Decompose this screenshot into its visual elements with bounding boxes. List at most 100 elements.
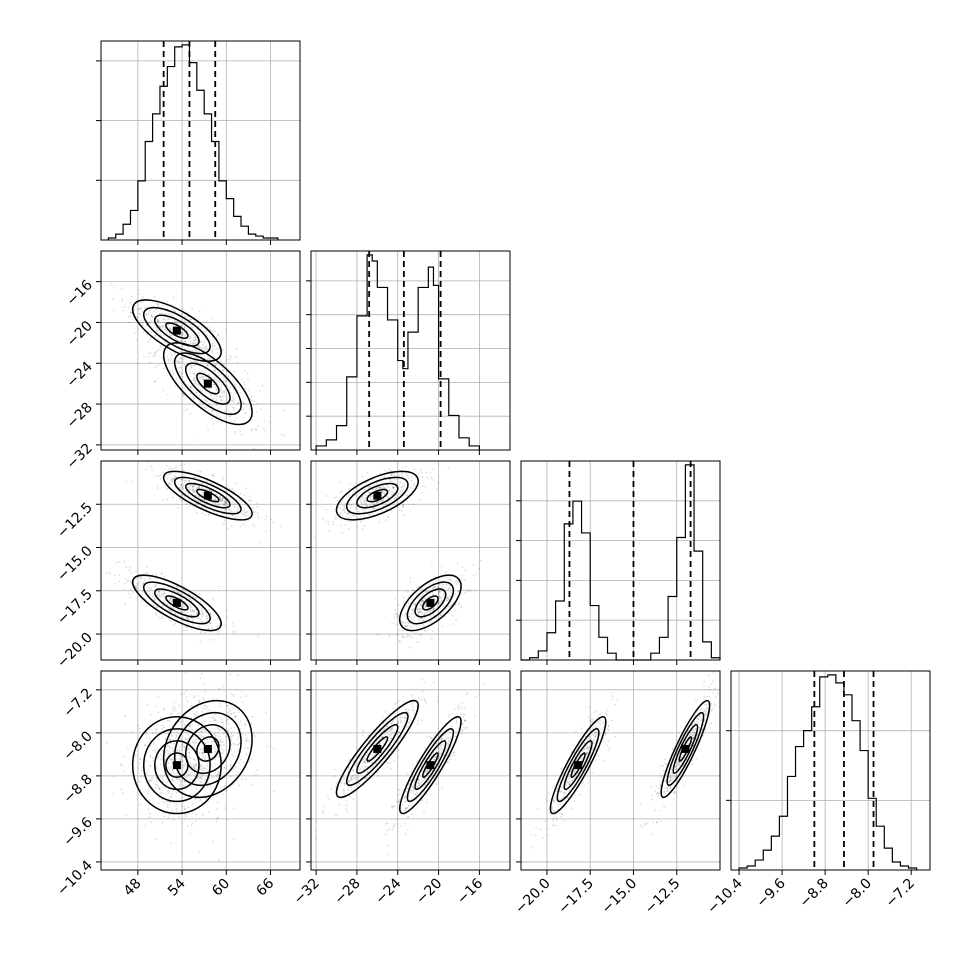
- scatter-point: [240, 512, 243, 515]
- scatter-point: [463, 726, 465, 729]
- scatter-point: [180, 493, 183, 496]
- scatter-point: [401, 725, 404, 728]
- scatter-point: [234, 631, 237, 634]
- scatter-point: [130, 312, 133, 315]
- scatter-point: [392, 720, 394, 723]
- scatter-point: [187, 772, 190, 775]
- scatter-point: [400, 492, 402, 495]
- scatter-point: [169, 746, 171, 749]
- scatter-point: [170, 597, 172, 599]
- scatter-point: [343, 777, 345, 780]
- scatter-point: [211, 342, 214, 345]
- scatter-point: [178, 595, 181, 598]
- scatter-point: [382, 728, 385, 731]
- scatter-point: [405, 800, 408, 802]
- scatter-point: [362, 746, 365, 748]
- scatter-point: [384, 476, 386, 479]
- scatter-point: [454, 592, 456, 595]
- scatter-point: [370, 760, 373, 763]
- scatter-point: [215, 381, 218, 384]
- scatter-point: [365, 504, 368, 507]
- scatter-point: [247, 499, 250, 502]
- scatter-point: [425, 769, 427, 772]
- scatter-point: [390, 473, 393, 476]
- scatter-point: [136, 745, 139, 748]
- scatter-point: [390, 767, 393, 770]
- scatter-point: [438, 595, 441, 598]
- scatter-point: [159, 776, 162, 779]
- scatter-point: [180, 717, 183, 720]
- scatter-point: [200, 607, 203, 610]
- scatter-point: [230, 525, 233, 528]
- scatter-point: [588, 746, 591, 749]
- scatter-point: [399, 720, 402, 722]
- scatter-point: [255, 429, 258, 431]
- scatter-point: [172, 745, 175, 748]
- scatter-point: [127, 315, 130, 318]
- scatter-point: [242, 408, 245, 411]
- scatter-point: [214, 377, 216, 380]
- scatter-point: [391, 720, 394, 723]
- scatter-point: [379, 753, 382, 755]
- scatter-point: [191, 342, 194, 345]
- scatter-point: [703, 681, 705, 683]
- scatter-point: [204, 729, 207, 732]
- scatter-point: [432, 630, 434, 633]
- scatter-point: [154, 352, 156, 355]
- scatter-point: [170, 325, 173, 328]
- scatter-point: [218, 716, 221, 719]
- scatter-point: [258, 389, 261, 392]
- scatter-point: [449, 586, 452, 588]
- scatter-point: [713, 703, 716, 705]
- scatter-point: [433, 585, 436, 588]
- scatter-point: [386, 829, 388, 832]
- scatter-point: [167, 312, 170, 315]
- scatter-point: [150, 821, 152, 823]
- scatter-point: [554, 800, 557, 803]
- scatter-point: [167, 468, 170, 471]
- scatter-point: [345, 808, 348, 810]
- scatter-point: [400, 714, 403, 716]
- scatter-point: [226, 502, 229, 505]
- scatter-point: [406, 726, 409, 728]
- scatter-point: [402, 505, 404, 508]
- scatter-point: [675, 774, 678, 776]
- scatter-point: [390, 722, 393, 725]
- scatter-point: [227, 527, 229, 530]
- scatter-point: [140, 803, 142, 806]
- scatter-point: [245, 752, 248, 755]
- scatter-point: [451, 754, 454, 756]
- scatter-point: [137, 328, 140, 331]
- y-tick-label: −12.5: [54, 500, 96, 542]
- scatter-point: [574, 730, 577, 733]
- scatter-point: [351, 774, 354, 777]
- scatter-point: [176, 343, 179, 345]
- scatter-point: [150, 588, 152, 591]
- scatter-point: [424, 591, 427, 593]
- scatter-point: [189, 484, 192, 487]
- scatter-point: [380, 500, 383, 502]
- scatter-point: [330, 787, 333, 790]
- scatter-point: [222, 379, 225, 382]
- scatter-point: [145, 306, 148, 309]
- scatter-point: [465, 588, 468, 591]
- scatter-point: [158, 788, 161, 790]
- scatter-point: [607, 740, 610, 742]
- scatter-point: [392, 486, 395, 489]
- scatter-point: [425, 777, 428, 780]
- scatter-point: [207, 403, 210, 405]
- scatter-point: [187, 623, 190, 625]
- scatter-point: [150, 314, 153, 317]
- scatter-point: [194, 360, 197, 363]
- scatter-point: [370, 494, 373, 497]
- scatter-point: [402, 701, 405, 704]
- scatter-point: [192, 763, 194, 766]
- scatter-point: [361, 762, 364, 764]
- scatter-point: [253, 525, 256, 527]
- scatter-point: [212, 352, 214, 355]
- scatter-point: [133, 308, 136, 311]
- scatter-point: [231, 514, 234, 516]
- scatter-point: [360, 502, 363, 504]
- scatter-point: [334, 814, 337, 817]
- scatter-point: [225, 609, 228, 612]
